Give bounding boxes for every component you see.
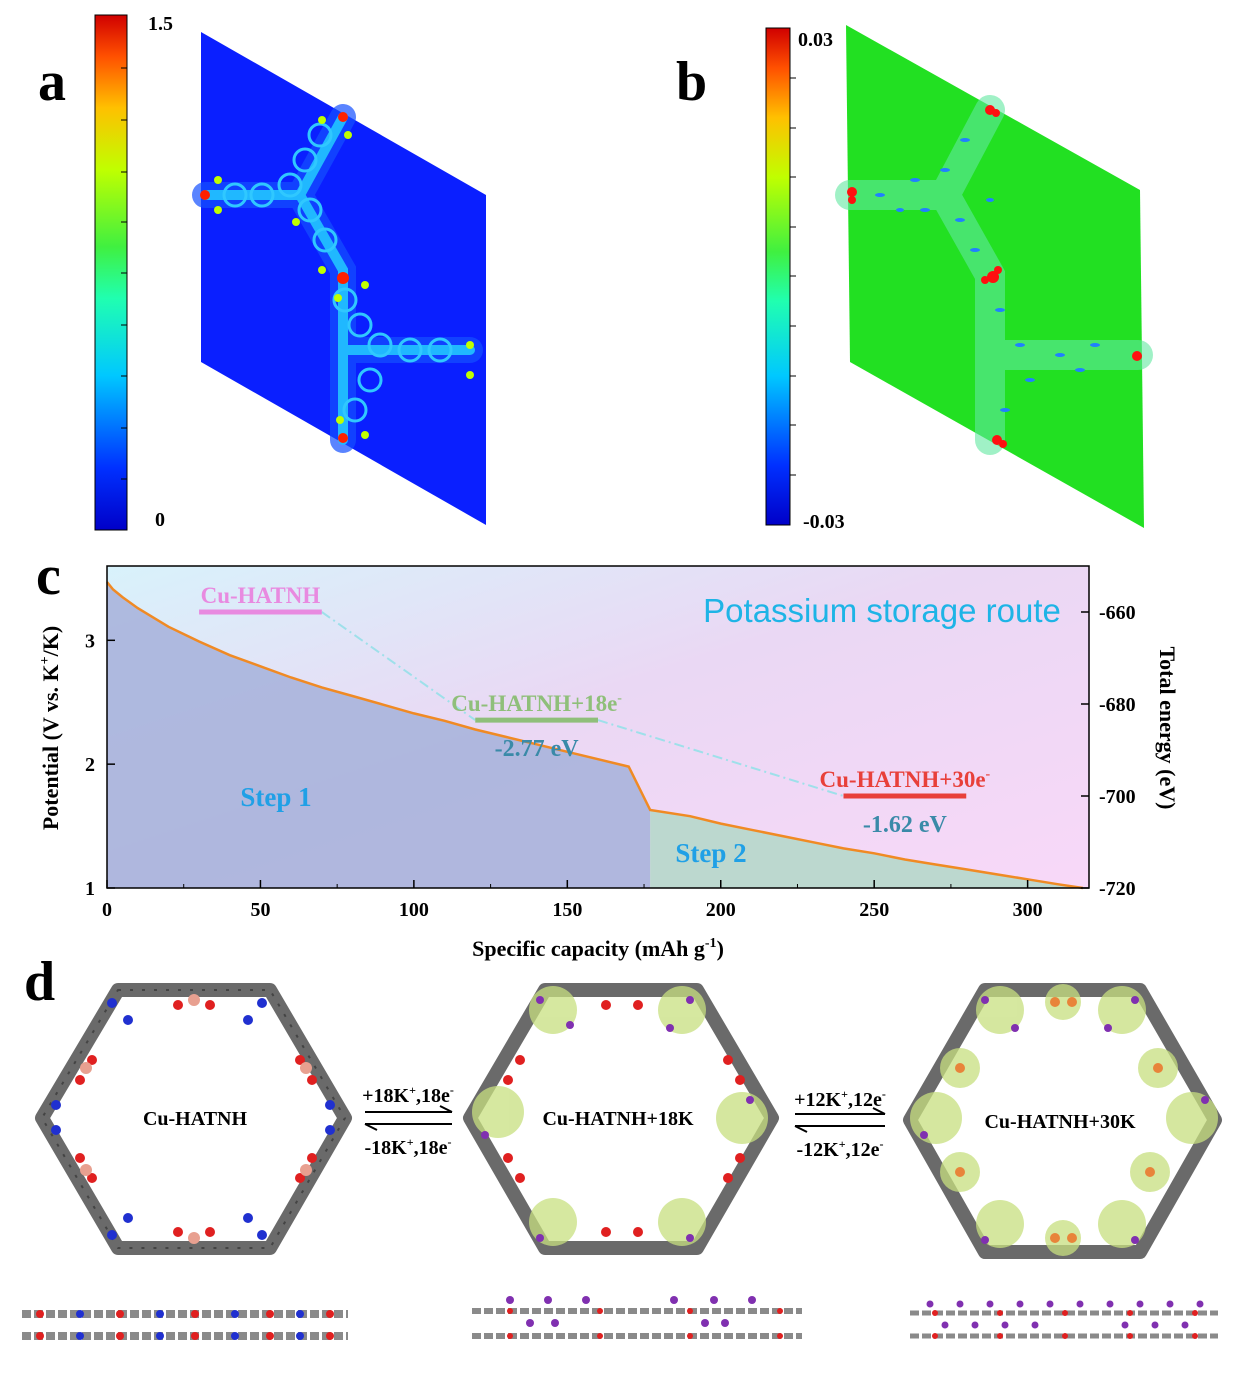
x-tick-label: 150: [552, 899, 582, 921]
y-right-axis-ticks: -660 -680 -700 -720: [1081, 602, 1136, 900]
x-tick-label: 200: [706, 899, 736, 921]
chart-title: Potassium storage route: [703, 592, 1061, 629]
panel-label-d: d: [24, 951, 55, 1013]
potential-curve: [106, 581, 1084, 890]
panel-c: c Cu-HATNH Cu-HATNH+18e- -2.77 eV Cu-HATNH+…: [36, 545, 1180, 961]
energy-delta-label: -1.62 eV: [863, 812, 948, 838]
arrow2-forward-label: +12K+,12e-: [794, 1087, 886, 1111]
colorbar-b-min: -0.03: [803, 511, 845, 533]
hotspots-a: [200, 112, 474, 443]
structure-cu-hatnh-30k: Cu-HATNH+30K: [903, 983, 1222, 1259]
y-tick-label: 2: [85, 754, 95, 776]
energy-level-label: Cu-HATNH: [201, 583, 321, 608]
side-view-3: [910, 1300, 1218, 1339]
structure-2-label: Cu-HATNH+18K: [542, 1108, 693, 1130]
chart-frame: [106, 565, 1090, 889]
colorbar-a-min: 0: [155, 509, 165, 531]
panel-label-a: a: [38, 51, 66, 113]
energy-delta-label: -2.77 eV: [495, 736, 580, 762]
y-right-axis-label: Total energy (eV): [1155, 647, 1180, 810]
panel-a: a 1.5 0: [38, 13, 486, 531]
panel-b: b 0.03 -0.03: [676, 25, 1153, 533]
rings-a: [222, 122, 453, 423]
x-axis-label: Specific capacity (mAh g-1): [472, 936, 724, 961]
y-right-tick-label: -680: [1099, 694, 1136, 716]
hotspots-b: [847, 105, 1142, 448]
structure-3-label: Cu-HATNH+30K: [984, 1111, 1135, 1133]
structure-1-label: Cu-HATNH: [143, 1108, 248, 1130]
energy-level-label: Cu-HATNH+18e-: [451, 691, 622, 716]
x-tick-label: 250: [859, 899, 889, 921]
step1-area: [107, 582, 651, 888]
energy-level-label: Cu-HATNH+30e-: [820, 767, 991, 792]
arrow1-back-label: -18K+,18e-: [365, 1135, 452, 1159]
step2-area: [650, 810, 1083, 888]
energy-connector: [321, 611, 844, 797]
colorbar-b-ticks: [790, 77, 796, 476]
step1-label: Step 1: [240, 782, 311, 812]
side-view-1: [22, 1310, 348, 1340]
side-view-2: [472, 1296, 802, 1339]
colorbar-b-max: 0.03: [798, 29, 833, 51]
x-tick-label: 100: [399, 899, 429, 921]
arrow2-back-label: -12K+,12e-: [797, 1137, 884, 1161]
y-right-tick-label: -720: [1099, 878, 1136, 900]
colorbar-a-ticks: [121, 67, 127, 480]
arrow1-forward-label: +18K+,18e-: [362, 1083, 454, 1107]
molecule-density-a: [192, 104, 483, 453]
colorbar-a-max: 1.5: [148, 13, 173, 35]
y-tick-label: 1: [85, 878, 95, 900]
x-tick-label: 0: [102, 899, 112, 921]
x-tick-label: 300: [1013, 899, 1043, 921]
x-tick-label: 50: [250, 899, 270, 921]
panel-label-b: b: [676, 51, 707, 113]
dots-b: [875, 138, 1100, 412]
reaction-arrows-1: +18K+,18e- -18K+,18e-: [362, 1083, 454, 1159]
y-right-tick-label: -660: [1099, 602, 1136, 624]
y-axis-label: Potential (V vs. K+/K): [38, 626, 63, 830]
step2-label: Step 2: [675, 838, 746, 868]
y-axis-ticks: 1 2 3: [85, 630, 115, 900]
colorbar-b: [765, 27, 791, 526]
panel-d: d Cu-HATNH +18K+,18e- -18K+,18e-: [22, 951, 1222, 1340]
y-right-tick-label: -700: [1099, 786, 1136, 808]
energy-levels: Cu-HATNH Cu-HATNH+18e- -2.77 eV Cu-HATNH+30…: [199, 583, 991, 838]
y-tick-label: 3: [85, 630, 95, 652]
reaction-arrows-2: +12K+,12e- -12K+,12e-: [794, 1087, 886, 1161]
panel-label-c: c: [36, 545, 61, 607]
structure-cu-hatnh-18k: Cu-HATNH+18K: [463, 983, 779, 1255]
x-axis-ticks: 0 50 100 150 200 250 300: [102, 880, 1043, 921]
structure-cu-hatnh: Cu-HATNH: [35, 983, 352, 1255]
